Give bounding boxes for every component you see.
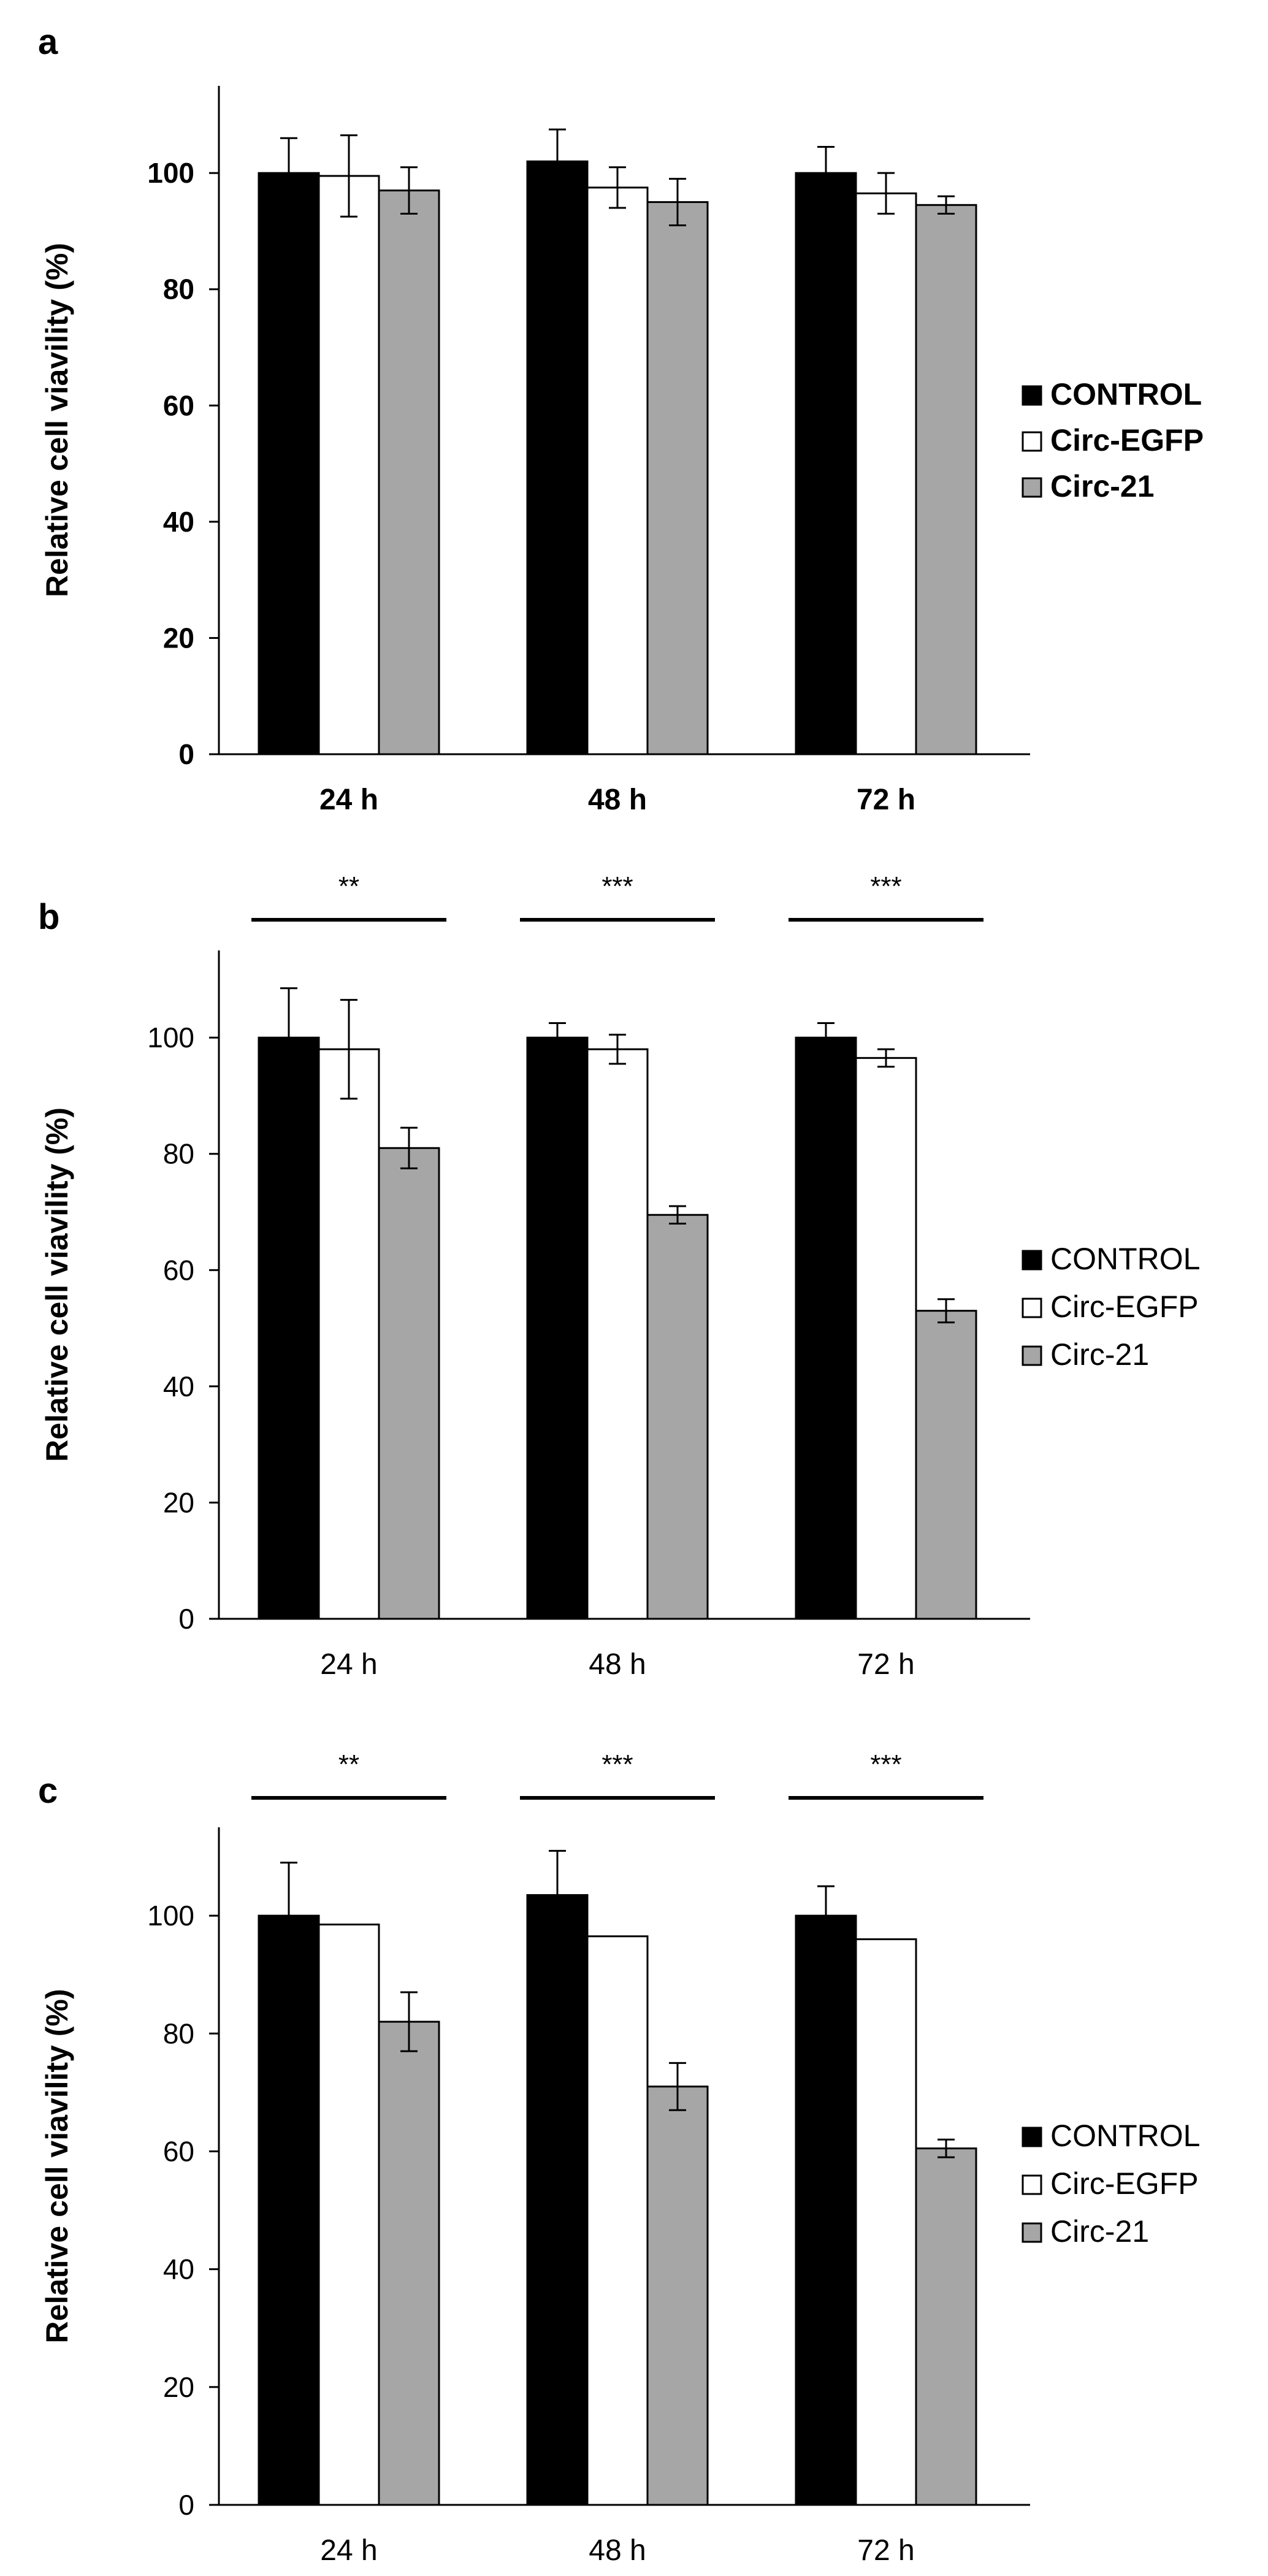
bar-circ-egfp-72h [855,1938,917,2506]
y-tick-label: 40 [163,2253,194,2285]
bar-circ-egfp-72h [855,1057,917,1620]
x-tick-label: 48 h [589,2534,646,2567]
bar-circ-egfp-48h [586,1935,649,2506]
significance-marker: *** [602,871,633,901]
x-tick-label: 72 h [857,1648,914,1681]
legend-label: Circ-21 [1050,2214,1149,2249]
significance-marker: ** [338,871,359,901]
chart-panel-c: c Relative cell viavility (%) 0 20 40 60 80 100… [38,1749,1200,2567]
y-tick-label: 20 [163,2371,194,2403]
x-tick-label: 24 h [320,2534,377,2567]
bar-circ-egfp-24h [318,1924,380,2506]
significance-marker: *** [602,1749,633,1779]
y-tick-label: 100 [147,1022,194,1053]
y-tick-label: 0 [178,1603,194,1635]
significance-marker: *** [870,871,901,901]
panel-label: a [38,22,58,62]
y-axis-title: Relative cell viavility (%) [40,1989,74,2343]
y-axis-title: Relative cell viavility (%) [40,243,74,597]
y-tick-label: 60 [163,389,194,421]
bar-control-48h [526,160,589,755]
y-tick-label: 60 [163,1254,194,1286]
bar-control-72h [795,172,857,755]
bar-circ-21-72h [915,204,977,755]
bar-circ-21-24h [378,1147,440,1620]
y-tick-label: 40 [163,1370,194,1402]
y-tick-label: 100 [147,157,194,189]
bar-circ-egfp-24h [318,1048,380,1620]
x-tick-label: 72 h [857,784,915,816]
legend-swatch-circ-21 [1022,477,1042,498]
bar-circ-21-72h [915,2147,977,2506]
bar-circ-egfp-72h [855,192,917,755]
legend-swatch-circ-21 [1022,1345,1042,1366]
y-tick-label: 80 [163,1138,194,1170]
x-tick-label: 24 h [319,784,378,816]
legend-swatch-control [1022,385,1042,406]
legend-swatch-circ-21 [1022,2222,1042,2243]
y-tick-label: 80 [163,2017,194,2049]
bar-circ-egfp-48h [586,1048,649,1620]
legend-swatch-circ-egfp [1022,431,1042,452]
legend-label: Circ-EGFP [1050,423,1204,457]
x-tick-label: 48 h [589,1648,646,1681]
y-tick-label: 100 [147,1900,194,1932]
bar-circ-21-48h [646,1213,709,1620]
bar-control-48h [526,1036,589,1620]
chart-panel-a: a Relative cell viavility (%) 0 20 40 60 80 100… [38,22,1204,816]
bar-control-24h [258,1914,320,2506]
y-tick-label: 60 [163,2135,194,2167]
y-tick-label: 0 [178,2489,194,2521]
y-tick-label: 40 [163,506,194,538]
legend-label: Circ-21 [1050,1337,1149,1372]
legend-label: Circ-EGFP [1050,1290,1199,1324]
x-tick-label: 72 h [857,2534,914,2567]
panel-label: c [38,1771,58,1811]
y-tick-label: 20 [163,622,194,654]
legend-label: CONTROL [1050,1242,1200,1276]
bar-circ-egfp-48h [586,186,649,755]
chart-panel-b: b Relative cell viavility (%) 0 20 40 60 80 100… [38,871,1200,1681]
bar-circ-21-24h [378,189,440,755]
bar-circ-egfp-24h [318,175,380,755]
legend-swatch-circ-egfp [1022,2174,1042,2195]
bar-control-24h [258,172,320,755]
significance-marker: ** [338,1749,359,1779]
y-axis-title: Relative cell viavility (%) [40,1107,74,1462]
panel-label: b [38,897,59,937]
x-tick-label: 48 h [588,784,647,816]
bar-circ-21-72h [915,1310,977,1620]
x-tick-label: 24 h [320,1648,377,1681]
legend-swatch-control [1022,1250,1042,1271]
bar-circ-21-24h [378,2020,440,2506]
y-tick-label: 80 [163,273,194,305]
y-tick-label: 0 [178,738,194,770]
bar-control-72h [795,1036,857,1620]
legend-swatch-control [1022,2127,1042,2147]
bar-circ-21-48h [646,201,709,755]
legend-label: CONTROL [1050,2119,1200,2153]
significance-marker: *** [870,1749,901,1779]
bar-control-72h [795,1914,857,2506]
legend-swatch-circ-egfp [1022,1298,1042,1318]
y-tick-label: 20 [163,1486,194,1518]
bar-control-24h [258,1036,320,1620]
bar-control-48h [526,1894,589,2506]
bar-circ-21-48h [646,2085,709,2506]
legend-label: Circ-21 [1050,469,1155,503]
legend-label: Circ-EGFP [1050,2166,1199,2201]
legend-label: CONTROL [1050,377,1202,411]
